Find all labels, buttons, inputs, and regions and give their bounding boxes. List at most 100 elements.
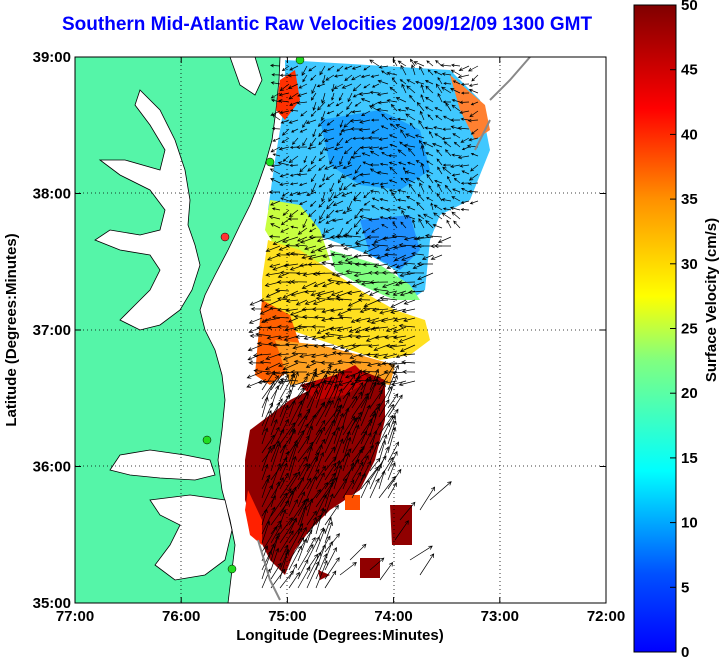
velocity-arrow <box>288 486 297 508</box>
velocity-arrow <box>320 110 326 122</box>
velocity-arrow <box>318 200 326 208</box>
velocity-arrow <box>318 182 326 188</box>
velocity-arrow <box>330 252 344 257</box>
velocity-arrow <box>360 377 369 400</box>
velocity-arrow <box>261 409 272 436</box>
velocity-arrow <box>277 335 290 340</box>
colorbar-tick-label: 40 <box>681 126 698 143</box>
velocity-arrow <box>453 220 461 229</box>
velocity-arrow <box>360 413 377 436</box>
chesapeake-bay <box>94 89 201 331</box>
velocity-arrow <box>342 391 351 409</box>
velocity-arrow <box>253 368 272 373</box>
velocity-arrow <box>327 101 335 107</box>
velocity-arrow <box>420 83 425 94</box>
velocity-arrow <box>342 407 350 427</box>
velocity-arrow <box>279 173 290 178</box>
velocity-arrow <box>358 92 371 97</box>
velocity-arrow <box>362 262 380 267</box>
velocity-arrow <box>419 182 425 193</box>
velocity-arrow <box>336 110 344 117</box>
velocity-arrow <box>315 296 335 301</box>
velocity-arrow <box>327 243 344 248</box>
velocity-arrow <box>385 207 398 212</box>
velocity-arrow <box>359 207 371 212</box>
station-marker <box>202 435 212 445</box>
colorbar-tick-label: 10 <box>681 515 698 532</box>
velocity-arrow <box>397 149 407 157</box>
velocity-arrow <box>402 369 416 375</box>
velocity-arrow <box>351 65 362 70</box>
velocity-arrow <box>310 173 317 183</box>
velocity-arrow <box>441 198 452 202</box>
velocity-arrow <box>342 395 358 418</box>
velocity-arrow <box>319 209 326 221</box>
velocity-arrow <box>288 412 302 436</box>
velocity-arrow <box>288 527 303 553</box>
velocity-arrow <box>468 137 479 142</box>
velocity-arrow <box>285 308 299 313</box>
velocity-arrow <box>342 209 353 215</box>
velocity-arrow <box>353 254 371 259</box>
velocity-arrow <box>441 86 452 94</box>
velocity-arrow <box>376 170 389 175</box>
velocity-arrow <box>289 173 299 177</box>
velocity-arrow <box>352 83 362 92</box>
velocity-arrow <box>415 80 425 85</box>
velocity-arrow <box>324 557 340 580</box>
velocity-arrow <box>307 262 326 267</box>
velocity-arrow <box>247 344 263 352</box>
velocity-arrow <box>267 325 281 330</box>
velocity-arrow <box>340 128 353 133</box>
velocity-arrow <box>401 360 416 365</box>
velocity-arrow <box>270 370 285 391</box>
velocity-arrow <box>392 221 398 229</box>
velocity-arrow <box>350 155 362 159</box>
velocity-arrow <box>303 343 317 348</box>
velocity-arrow <box>460 207 470 212</box>
velocity-arrow <box>371 83 380 88</box>
velocity-arrow <box>468 173 479 181</box>
velocity-arrow <box>288 439 298 463</box>
velocity-arrow <box>308 209 317 218</box>
y-tick-label: 39:00 <box>33 49 71 66</box>
velocity-arrow <box>250 306 263 311</box>
velocity-arrow <box>381 361 398 366</box>
velocity-arrow <box>326 296 344 301</box>
velocity-arrow <box>395 124 407 130</box>
velocity-arrow <box>397 108 407 112</box>
velocity-arrow <box>360 98 371 103</box>
velocity-arrow <box>271 73 281 77</box>
velocity-arrow <box>360 455 369 472</box>
velocity-arrow <box>389 86 398 94</box>
velocity-arrow <box>292 344 308 350</box>
velocity-arrow <box>390 308 407 314</box>
velocity-arrow <box>315 481 329 499</box>
velocity-arrow <box>271 315 290 320</box>
velocity-arrow <box>293 359 308 364</box>
velocity-arrow <box>327 278 344 283</box>
velocity-arrow <box>450 63 461 67</box>
velocity-arrow <box>376 298 389 303</box>
velocity-arrow <box>468 65 479 72</box>
velocity-arrow <box>452 133 461 139</box>
velocity-arrow <box>324 164 335 170</box>
velocity-arrow <box>425 96 434 103</box>
velocity-arrow <box>316 83 326 88</box>
velocity-arrow <box>384 252 398 257</box>
velocity-arrow <box>270 440 280 463</box>
velocity-arrow <box>351 343 371 348</box>
map-title: Southern Mid-Atlantic Raw Velocities 200… <box>62 14 593 35</box>
velocity-arrow <box>306 383 320 409</box>
velocity-arrow <box>403 317 416 323</box>
velocity-arrow <box>386 71 398 76</box>
velocity-arrow <box>408 183 416 193</box>
velocity-arrow <box>360 466 379 490</box>
velocity-arrow <box>349 353 362 359</box>
velocity-arrow <box>376 92 389 97</box>
x-tick-label: 72:00 <box>587 608 625 625</box>
velocity-arrow <box>297 491 306 508</box>
velocity-arrow <box>366 234 380 240</box>
velocity-arrow <box>371 307 389 313</box>
velocity-arrow <box>252 353 272 358</box>
